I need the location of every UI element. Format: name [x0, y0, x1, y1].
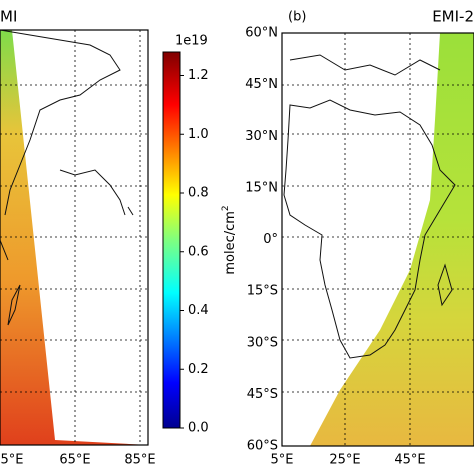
y-tick-label: 45°S [247, 387, 278, 402]
y-tick-label: 45°N [245, 77, 278, 92]
colorbar-tick-label: 0.6 [188, 244, 209, 259]
panel-label: MI [0, 8, 17, 26]
x-tick-label: 65°E [59, 453, 90, 468]
colorbar-tick-label: 1.2 [188, 68, 209, 83]
y-tick-label: 0° [263, 232, 278, 247]
grid [0, 30, 148, 445]
y-tick-label: 60°S [247, 439, 278, 454]
swath [310, 33, 474, 446]
grid [282, 33, 474, 446]
left-map: MI [0, 8, 149, 446]
panel-letter: (b) [288, 10, 306, 25]
right-map: (b) EMI-2 [281, 8, 474, 447]
colorbar-exponent: 1e19 [175, 34, 208, 49]
colorbar-tick-label: 0.8 [188, 186, 209, 201]
x-tick-label: 5°E [1, 453, 24, 468]
y-tick-label: 15°N [245, 180, 278, 195]
map-frame [0, 29, 149, 446]
colorbar-tick-label: 1.0 [188, 127, 209, 142]
colorbar-unit: molec/cm [223, 211, 238, 275]
y-tick-label: 15°S [247, 284, 278, 299]
colorbar-tick-label: 0.0 [188, 421, 209, 436]
colorbar [162, 51, 181, 429]
y-tick-label: 60°N [245, 26, 278, 41]
colorbar-tick-label: 0.4 [188, 303, 209, 318]
swath [0, 30, 148, 445]
map-frame [281, 32, 474, 447]
colorbar-unit-sup: 2 [221, 205, 231, 211]
panel-label: EMI-2 [432, 8, 474, 26]
colorbar-label: molec/cm2 [221, 205, 238, 274]
x-tick-label: 5°E [271, 453, 294, 468]
x-tick-label: 45°E [394, 453, 425, 468]
colorbar-tick-label: 0.2 [188, 362, 209, 377]
y-tick-label: 30°N [245, 129, 278, 144]
x-tick-label: 85°E [124, 453, 155, 468]
x-tick-label: 25°E [329, 453, 360, 468]
y-tick-label: 30°S [247, 335, 278, 350]
